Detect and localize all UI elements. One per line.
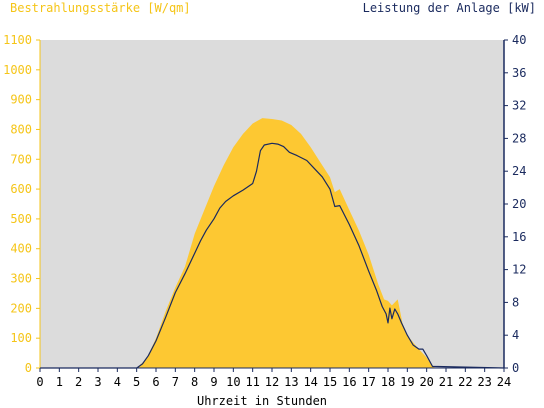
x-tick-label: 21 [439,375,453,389]
left-tick-label: 0 [25,361,32,375]
left-tick-label: 500 [10,212,32,226]
x-tick-label: 7 [172,375,179,389]
x-tick-label: 18 [381,375,395,389]
right-tick-label: 36 [512,66,526,80]
right-tick-label: 8 [512,295,519,309]
x-tick-label: 4 [114,375,121,389]
x-tick-label: 11 [245,375,259,389]
left-axis-ticks: 0 100 200 300 400 500 600 700 800 900 1000 1100 [3,33,40,375]
x-tick-label: 24 [497,375,511,389]
left-tick-label: 800 [10,122,32,136]
x-tick-label: 12 [265,375,279,389]
left-axis-title: Bestrahlungsstärke [W/qm] [10,1,191,15]
x-tick-label: 15 [323,375,337,389]
x-tick-label: 3 [94,375,101,389]
x-tick-label: 19 [400,375,414,389]
left-tick-label: 100 [10,331,32,345]
irradiance-area [40,118,504,368]
x-tick-label: 0 [36,375,43,389]
x-tick-label: 9 [210,375,217,389]
x-tick-label: 13 [284,375,298,389]
x-tick-label: 17 [361,375,375,389]
left-tick-label: 300 [10,272,32,286]
right-tick-label: 24 [512,164,526,178]
power-line [40,142,505,369]
left-tick-label: 600 [10,182,32,196]
right-axis-ticks: 0 4 8 12 16 20 24 28 32 36 40 [504,33,526,375]
right-axis-title: Leistung der Anlage [kW] [363,1,536,15]
x-tick-label: 5 [133,375,140,389]
x-tick-label: 23 [477,375,491,389]
x-tick-label: 8 [191,375,198,389]
left-tick-label: 400 [10,242,32,256]
right-tick-label: 12 [512,263,526,277]
x-tick-label: 6 [152,375,159,389]
left-tick-label: 200 [10,301,32,315]
x-tick-label: 10 [226,375,240,389]
right-tick-label: 20 [512,197,526,211]
x-axis-ticks: 0 1 2 3 4 5 6 7 8 9 10 11 12 13 14 15 16 17 18 19 20 21 22 23 24 [36,368,511,389]
x-axis-title: Uhrzeit in Stunden [197,394,327,408]
x-tick-label: 22 [458,375,472,389]
right-tick-label: 16 [512,230,526,244]
x-tick-label: 16 [342,375,356,389]
left-tick-label: 1000 [3,63,32,77]
x-tick-label: 20 [419,375,433,389]
x-tick-label: 2 [75,375,82,389]
right-tick-label: 32 [512,99,526,113]
left-tick-label: 1100 [3,33,32,47]
right-tick-label: 4 [512,328,519,342]
right-tick-label: 40 [512,33,526,47]
right-tick-label: 0 [512,361,519,375]
left-tick-label: 900 [10,93,32,107]
left-tick-label: 700 [10,152,32,166]
x-tick-label: 14 [303,375,317,389]
right-tick-label: 28 [512,131,526,145]
x-tick-label: 1 [56,375,63,389]
